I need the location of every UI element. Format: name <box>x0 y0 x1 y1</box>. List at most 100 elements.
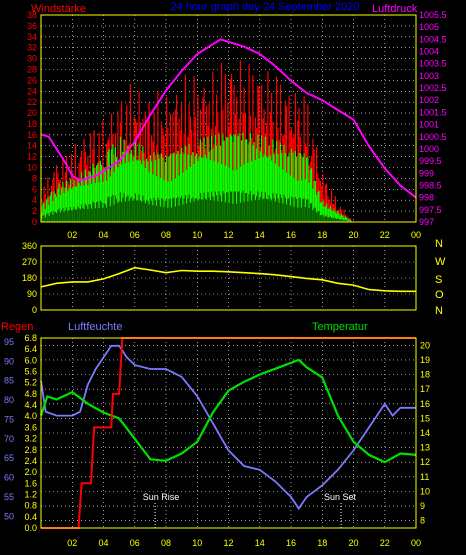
wind-avg-bar <box>51 191 53 222</box>
direction-y-tick-label: 90 <box>27 289 37 299</box>
wind-avg-bar <box>344 216 346 222</box>
wind-avg-bar <box>263 154 265 222</box>
wind-avg-bar <box>138 143 140 222</box>
wind-base-bar <box>124 201 126 222</box>
wind-base-bar <box>299 197 301 222</box>
wind-direction-panel: 0 90 180 270 360 <box>22 241 417 315</box>
wind-avg-bar <box>329 205 331 222</box>
wind-x-tick-label: 04 <box>98 230 108 240</box>
wind-avg-bar <box>117 167 119 222</box>
wind-avg-bar <box>137 160 139 222</box>
wind-avg-bar <box>348 219 350 222</box>
wind-base-bar <box>109 206 111 222</box>
wind-gust-bar <box>319 181 321 222</box>
pressure-line <box>40 38 417 199</box>
wind-x-tick-label: 16 <box>286 230 296 240</box>
wind-avg-bar <box>279 143 281 222</box>
chart-subtitle: 24 hour graph day 24 September 2020 <box>171 1 360 13</box>
wind-avg-bar <box>251 161 253 222</box>
wind-base-bar <box>98 208 100 222</box>
wind-base-bar <box>298 197 300 222</box>
wind-avg-bar <box>313 180 315 222</box>
wind-base-bar <box>237 192 239 222</box>
wind-base-bar <box>99 200 101 222</box>
wind-avg-bar <box>62 182 64 222</box>
humidity-y-tick-label: 65 <box>4 453 14 463</box>
wind-avg-bar <box>106 180 108 222</box>
rain-y-tick-label: 5.6 <box>24 367 37 377</box>
humidity-y-tick-label: 50 <box>4 511 14 521</box>
wind-avg-bar <box>182 172 184 222</box>
wind-avg-bar <box>268 145 270 222</box>
wind-base-bar <box>53 211 55 222</box>
wind-avg-bar <box>326 203 328 222</box>
wind-avg-bar <box>114 147 116 222</box>
wind-avg-bar <box>88 171 90 222</box>
wind-gust-bar <box>197 94 199 222</box>
wind-base-bar <box>78 208 80 222</box>
wind-y-tick-label: 8 <box>32 173 37 183</box>
wind-base-bar <box>324 216 326 222</box>
direction-y-tick-label: 180 <box>22 273 37 283</box>
wind-avg-bar <box>288 152 290 222</box>
wind-avg-bar <box>102 181 104 222</box>
wind-base-bar <box>302 199 304 222</box>
wind-avg-bar <box>322 200 324 222</box>
wind-base-bar <box>228 202 230 222</box>
wind-base-bar <box>224 202 226 222</box>
wind-base-bar <box>193 201 195 222</box>
wind-base-bar <box>88 204 90 222</box>
wind-base-bar <box>184 195 186 222</box>
wind-avg-bar <box>248 142 250 222</box>
wind-base-bar <box>271 200 273 222</box>
wind-gust-bar <box>167 127 169 222</box>
wind-avg-bar <box>91 183 93 222</box>
rain-y-tick-label: 5.2 <box>24 378 37 388</box>
wind-avg-bar <box>193 163 195 222</box>
wind-base-bar <box>204 198 206 222</box>
wind-gust-bar <box>312 138 314 222</box>
pressure-y-tick-label: 1002 <box>419 95 439 105</box>
wind-avg-bar <box>48 205 50 222</box>
wind-avg-bar <box>107 151 109 222</box>
wind-base-bar <box>278 202 280 222</box>
wind-avg-bar <box>196 153 198 222</box>
wind-base-bar <box>56 213 58 222</box>
wind-base-bar <box>92 201 94 222</box>
wind-avg-bar <box>314 181 316 222</box>
wind-avg-bar <box>327 208 329 222</box>
wind-base-bar <box>198 199 200 222</box>
wind-base-bar <box>171 207 173 222</box>
humidity-y-tick-label: 95 <box>4 337 14 347</box>
wind-base-bar <box>131 196 133 222</box>
wind-y-tick-label: 38 <box>27 10 37 20</box>
sunset-label: Sun Set <box>324 492 357 502</box>
wind-y-tick-label: 0 <box>32 217 37 227</box>
direction-label-s: S <box>435 274 442 286</box>
wind-base-bar <box>181 196 183 222</box>
wind-base-bar <box>132 200 134 222</box>
wind-avg-bar <box>232 170 234 222</box>
wind-y-tick-label: 32 <box>27 43 37 53</box>
temperature-y-tick-label: 8 <box>420 516 425 526</box>
wind-avg-bar <box>282 169 284 222</box>
wind-avg-bar <box>202 157 204 222</box>
pressure-y-tick-label: 1003 <box>419 71 439 81</box>
wind-avg-bar <box>276 141 278 222</box>
wind-y-tick-label: 14 <box>27 141 37 151</box>
wind-gust-bar <box>331 189 333 222</box>
wind-base-bar <box>261 191 263 222</box>
wind-avg-bar <box>58 183 60 222</box>
wind-base-bar <box>333 217 335 222</box>
wind-avg-bar <box>53 191 55 222</box>
wind-avg-bar <box>169 153 171 222</box>
wind-avg-bar <box>317 191 319 222</box>
wind-base-bar <box>346 220 348 222</box>
climate-x-tick-label: 04 <box>98 538 108 548</box>
wind-gust-bar <box>212 71 214 222</box>
wind-base-bar <box>152 205 154 222</box>
wind-avg-bar <box>307 157 309 222</box>
wind-base-bar <box>164 201 166 222</box>
temperature-y-tick-label: 10 <box>420 486 430 496</box>
wind-avg-bar <box>121 164 123 222</box>
